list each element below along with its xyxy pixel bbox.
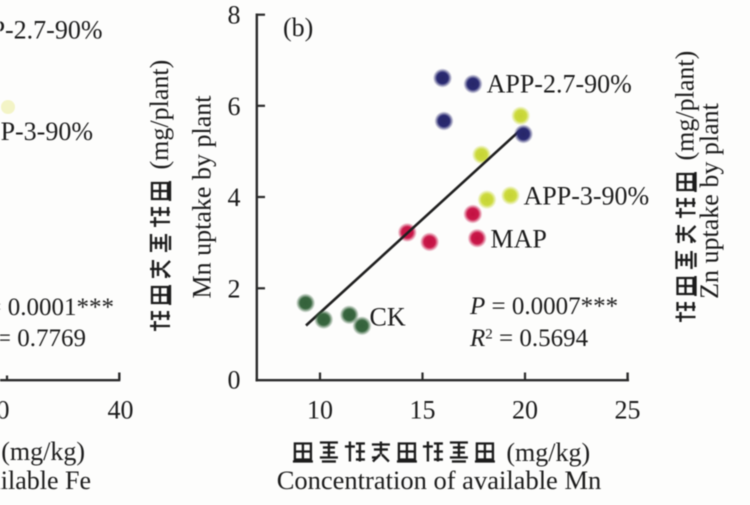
svg-text:APP-2.7-90%: APP-2.7-90%: [487, 70, 632, 99]
svg-text:(mg/kg): (mg/kg): [1, 437, 85, 466]
svg-text:6: 6: [228, 92, 241, 121]
svg-text:10: 10: [307, 396, 333, 425]
svg-text:4: 4: [228, 183, 241, 212]
svg-text:40: 40: [108, 396, 134, 425]
svg-text:Concentration of available Mn: Concentration of available Mn: [277, 465, 602, 495]
svg-text:Mn uptake by plant: Mn uptake by plant: [188, 95, 217, 299]
svg-text:APP-3-90%: APP-3-90%: [524, 182, 650, 211]
svg-text:(mg/plant): (mg/plant): [671, 51, 700, 161]
svg-text:15: 15: [410, 396, 436, 425]
svg-text:APP-2.7-90%: APP-2.7-90%: [0, 16, 103, 45]
svg-text:0: 0: [0, 396, 10, 425]
svg-text:20: 20: [512, 396, 538, 425]
svg-text:2: 2: [228, 274, 241, 303]
svg-text:Concentration of available Fe: Concentration of available Fe: [0, 466, 91, 495]
svg-text:25: 25: [615, 396, 641, 425]
svg-text:APP-3-90%: APP-3-90%: [0, 117, 93, 146]
svg-text:CK: CK: [370, 303, 406, 332]
svg-text:P = 0.0007***: P = 0.0007***: [469, 293, 618, 320]
svg-text:0: 0: [228, 366, 241, 395]
svg-text:8: 8: [228, 1, 241, 30]
svg-text:Zn uptake by plant: Zn uptake by plant: [695, 102, 724, 298]
svg-text:(b): (b): [283, 13, 313, 42]
svg-text:R2 = 0.7769: R2 = 0.7769: [0, 325, 86, 352]
svg-text:(mg/plant): (mg/plant): [145, 60, 174, 170]
svg-text:P = 0.0001***: P = 0.0001***: [0, 294, 114, 321]
svg-text:R2 = 0.5694: R2 = 0.5694: [469, 325, 589, 352]
svg-text:(mg/kg): (mg/kg): [506, 438, 590, 467]
svg-text:MAP: MAP: [491, 225, 547, 254]
